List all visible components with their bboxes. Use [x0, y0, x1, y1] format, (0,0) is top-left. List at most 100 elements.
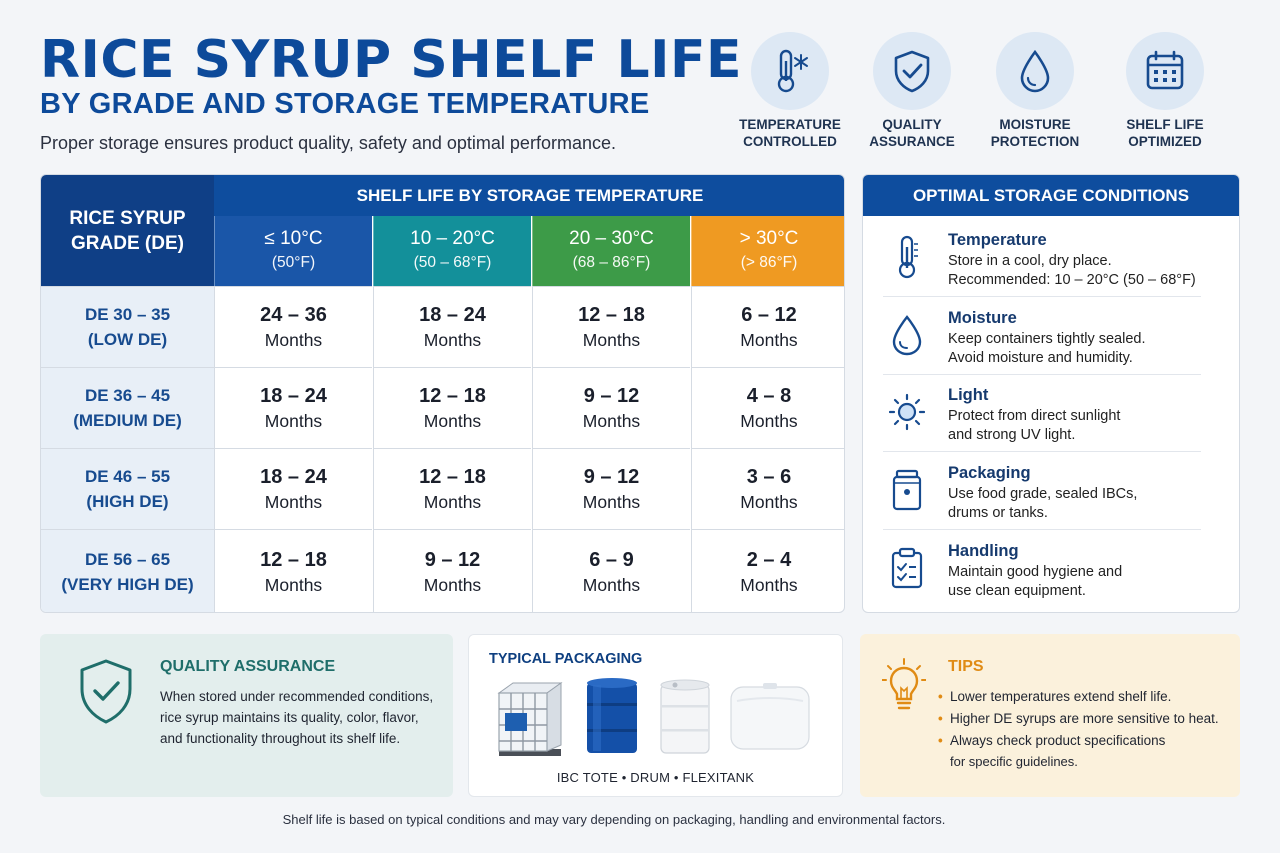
- divider: [883, 296, 1201, 297]
- grade-range: DE 36 – 45: [84, 386, 171, 405]
- cell-range: 18 – 24: [260, 466, 327, 488]
- divider: [883, 374, 1201, 375]
- storage-item-moisture: Moisture Keep containers tightly sealed.…: [883, 295, 1201, 372]
- page-subtitle: BY GRADE AND STORAGE TEMPERATURE: [40, 88, 650, 120]
- cell-range: 6 – 9: [589, 549, 634, 571]
- temp-range: 10 – 20°C: [410, 228, 495, 249]
- drum-icon: [587, 678, 637, 753]
- table-cell: 12 – 18 Months: [373, 367, 531, 448]
- white-drum-icon: [660, 679, 710, 754]
- grade-range: DE 46 – 55: [84, 467, 171, 486]
- cell-unit: Months: [740, 575, 798, 595]
- table-cell: 2 – 4 Months: [691, 529, 844, 612]
- cell-unit: Months: [582, 575, 641, 595]
- storage-item-title: Packaging: [948, 464, 1031, 482]
- cell-range: 9 – 12: [424, 549, 481, 571]
- storage-item-light: Light Protect from direct sunlight and s…: [883, 372, 1201, 449]
- cell-range: 24 – 36: [260, 304, 327, 326]
- grade-desc: (MEDIUM DE): [73, 411, 182, 430]
- table-cell: 18 – 24 Months: [373, 286, 531, 367]
- temp-range: 20 – 30°C: [569, 228, 654, 249]
- bullet: •: [938, 689, 943, 704]
- tip-text: Lower temperatures extend shelf life.: [950, 689, 1172, 704]
- tips-card: TIPS • Lower temperatures extend shelf li…: [860, 634, 1240, 797]
- list-item: • Lower temperatures extend shelf life.: [938, 686, 1228, 708]
- feature-label: MOISTURE PROTECTION: [990, 117, 1080, 149]
- cell-range: 12 – 18: [419, 385, 486, 407]
- divider: [883, 529, 1201, 530]
- shield-check-icon: [894, 50, 930, 93]
- tips-list: • Lower temperatures extend shelf life. •…: [938, 686, 1228, 772]
- temp-fahrenheit: (> 86°F): [740, 254, 798, 271]
- droplet-icon: [892, 315, 922, 356]
- cell-unit: Months: [423, 411, 482, 431]
- bullet: •: [938, 711, 943, 726]
- table-cell: 4 – 8 Months: [691, 367, 844, 448]
- table-cell: 9 – 12 Months: [532, 448, 690, 529]
- cell-unit: Months: [423, 330, 482, 350]
- feature-label: TEMPERATURE CONTROLLED: [739, 117, 841, 149]
- page-title: RICE SYRUP SHELF LIFE: [40, 30, 743, 90]
- container-icon: [892, 469, 922, 511]
- temp-fahrenheit: (50°F): [271, 254, 316, 271]
- divider: [883, 451, 1201, 452]
- sun-icon: [889, 393, 925, 431]
- packaging-labels: IBC TOTE • DRUM • FLEXITANK: [556, 770, 755, 785]
- cell-unit: Months: [740, 411, 798, 431]
- cell-range: 18 – 24: [260, 385, 327, 407]
- cell-range: 6 – 12: [741, 304, 797, 326]
- list-item: • Always check product specifications: [938, 730, 1228, 752]
- temp-header-gt30: > 30°C (> 86°F): [691, 216, 844, 286]
- storage-item-temperature: Temperature Store in a cool, dry place. …: [883, 217, 1201, 294]
- table-cell: 3 – 6 Months: [691, 448, 844, 529]
- grade-desc: (LOW DE): [87, 330, 168, 349]
- storage-item-title: Light: [948, 386, 989, 404]
- cell-range: 9 – 12: [583, 466, 640, 488]
- cell-range: 12 – 18: [578, 304, 645, 326]
- cell-unit: Months: [264, 492, 323, 512]
- tip-text: Higher DE syrups are more sensitive to h…: [950, 711, 1219, 726]
- clipboard-icon: [891, 547, 923, 589]
- feature-badges: TEMPERATURE CONTROLLED QUALITY ASSURANCE…: [730, 32, 1250, 152]
- cell-unit: Months: [264, 411, 323, 431]
- cell-unit: Months: [582, 492, 641, 512]
- grade-range: DE 56 – 65: [84, 550, 171, 569]
- temp-range: > 30°C: [739, 228, 799, 249]
- shelf-life-header: SHELF LIFE BY STORAGE TEMPERATURE: [214, 175, 844, 216]
- footnote: Shelf life is based on typical condition…: [282, 812, 946, 827]
- feature-label: QUALITY ASSURANCE: [869, 117, 955, 149]
- table-cell: 18 – 24 Months: [214, 448, 372, 529]
- ibc-tote-icon: [497, 682, 563, 756]
- cell-unit: Months: [264, 330, 323, 350]
- temp-header-10-20: 10 – 20°C (50 – 68°F): [373, 216, 531, 286]
- storage-item-title: Moisture: [948, 309, 1017, 327]
- cell-unit: Months: [582, 411, 641, 431]
- feature-label: SHELF LIFE OPTIMIZED: [1126, 117, 1204, 149]
- cell-unit: Months: [582, 330, 641, 350]
- cell-range: 4 – 8: [746, 385, 792, 407]
- calendar-icon: [1146, 50, 1184, 90]
- cell-range: 12 – 18: [260, 549, 327, 571]
- cell-unit: Months: [423, 492, 482, 512]
- grade-desc: (VERY HIGH DE): [61, 575, 194, 594]
- typical-packaging-card: TYPICAL PACKAGING IBC TOTE • DRUM • FLEX…: [468, 634, 843, 797]
- cell-unit: Months: [264, 575, 323, 595]
- table-cell: 18 – 24 Months: [214, 367, 372, 448]
- lightbulb-icon: [882, 658, 926, 710]
- cell-unit: Months: [740, 492, 798, 512]
- table-cell: 12 – 18 Months: [214, 529, 372, 612]
- tip-text: Always check product specifications: [950, 733, 1166, 748]
- shelf-life-table: RICE SYRUP GRADE (DE) SHELF LIFE BY STOR…: [40, 174, 845, 613]
- storage-item-text: Protect from direct sunlight and strong …: [948, 408, 1121, 443]
- flexitank-icon: [730, 683, 810, 750]
- storage-item-title: Temperature: [948, 231, 1047, 249]
- cell-unit: Months: [423, 575, 482, 595]
- list-item: • Higher DE syrups are more sensitive to …: [938, 708, 1228, 730]
- tips-title: TIPS: [948, 658, 984, 675]
- feature-shelf-life: SHELF LIFE OPTIMIZED: [1105, 32, 1225, 150]
- table-cell: 9 – 12 Months: [373, 529, 531, 612]
- temp-header-20-30: 20 – 30°C (68 – 86°F): [532, 216, 690, 286]
- storage-item-title: Handling: [948, 542, 1019, 560]
- table-cell: 12 – 18 Months: [373, 448, 531, 529]
- optimal-storage-panel: OPTIMAL STORAGE CONDITIONS Temperature S…: [862, 174, 1240, 613]
